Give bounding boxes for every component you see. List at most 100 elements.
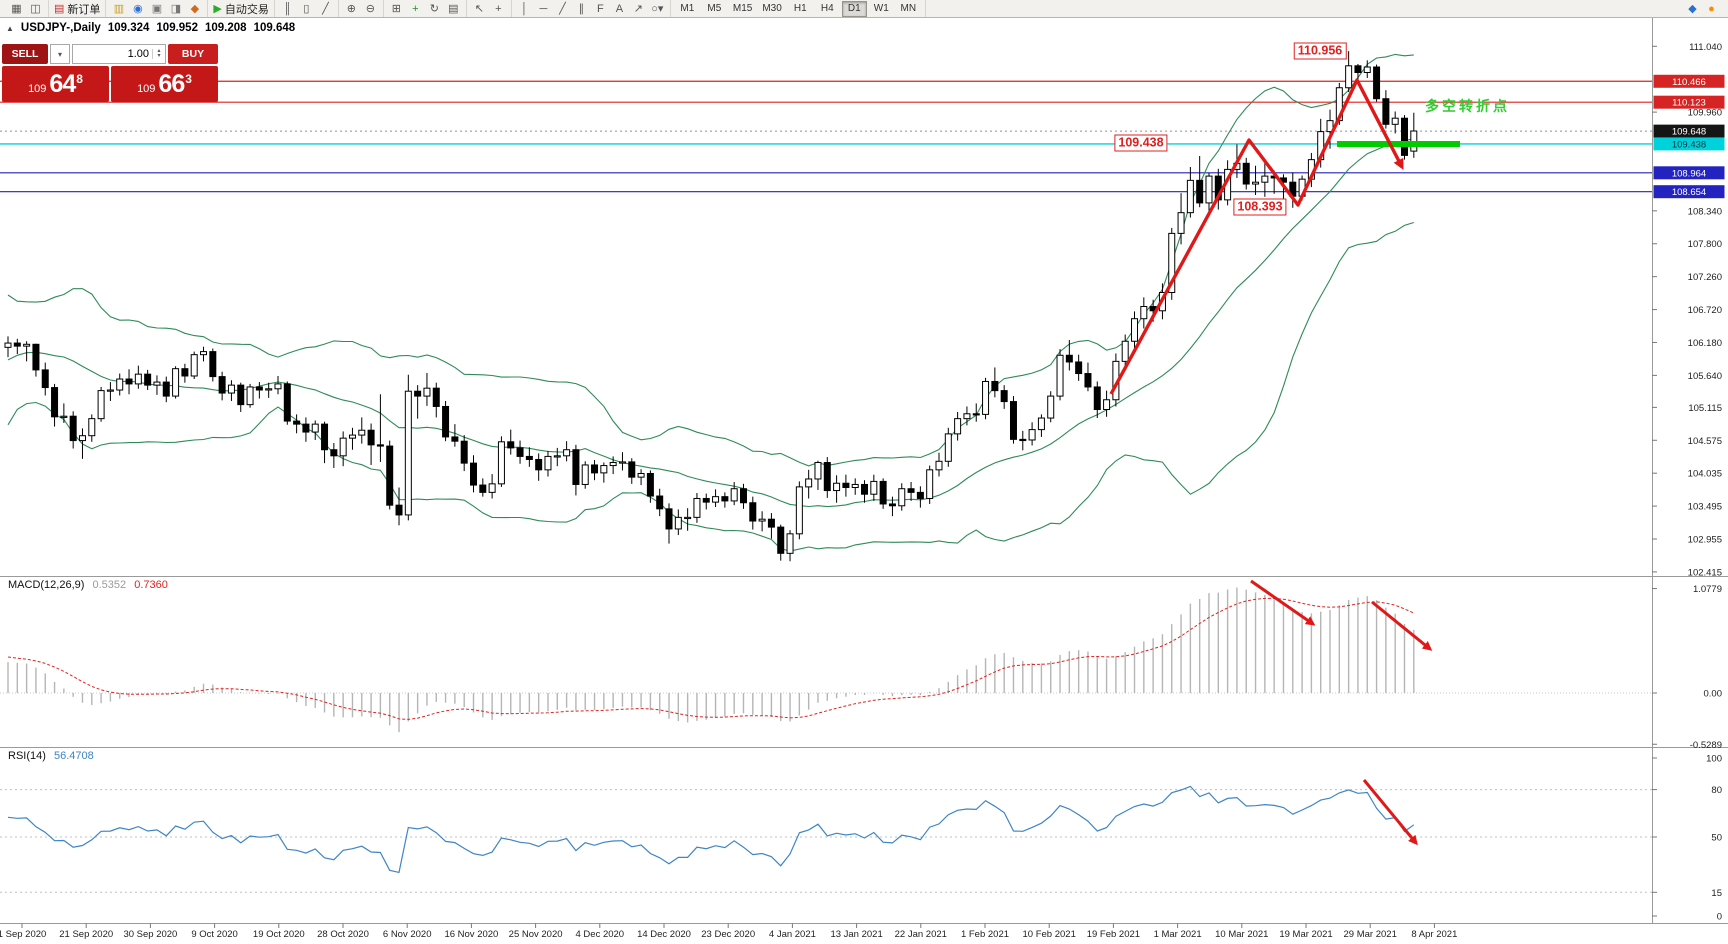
date-label: 10 Feb 2021 <box>1023 929 1076 940</box>
shapes-icon[interactable]: ○▾ <box>651 3 664 15</box>
price-tag-110.466 <box>1653 74 1725 88</box>
arrow-tool-icon[interactable]: ↗ <box>633 3 643 15</box>
volume-dropdown[interactable]: ▾ <box>50 44 70 64</box>
macd-down-arrow-1[interactable] <box>1250 579 1316 626</box>
price-tag-label-110.466: 110.466 <box>1672 77 1706 88</box>
community-icon[interactable]: ● <box>1708 2 1715 15</box>
timeframe-d1[interactable]: D1 <box>841 0 867 17</box>
date-label: 4 Jan 2021 <box>769 929 816 940</box>
macd-signal-line <box>7 597 1415 720</box>
price-tick-102.415: 102.415 <box>1688 567 1722 578</box>
macd-tick--0.5289: -0.5289 <box>1690 740 1722 751</box>
price-tag-label-109.648: 109.648 <box>1672 127 1706 138</box>
price-tag-109.438 <box>1653 137 1725 151</box>
rsi-indicator-label: RSI(14) 56.4708 <box>8 750 94 762</box>
date-label: 10 Mar 2021 <box>1215 929 1268 940</box>
one-click-trading-panel: SELL ▾ 1.00 ▴ ▾ BUY 109 64 8 109 66 3 <box>2 44 218 102</box>
timeframe-m1[interactable]: M1 <box>680 3 695 14</box>
toolbar-group: ║ ▯ ╱ <box>275 0 339 17</box>
line-chart-icon[interactable]: ╱ <box>322 3 329 15</box>
date-label: 29 Mar 2021 <box>1344 929 1397 940</box>
rsi-tick-100: 100 <box>1706 754 1722 765</box>
toolbar-group: ▥ ◉ ▣ ◨ ◆ <box>106 0 209 17</box>
collapse-trade-panel-icon[interactable]: ▲ <box>6 23 14 33</box>
toolbar-group: ▶ 自动交易 <box>208 0 275 17</box>
zoom-out-icon[interactable]: ⊖ <box>365 3 375 15</box>
quote-info-bar: ▲ USDJPY-,Daily 109.324 109.952 109.208 … <box>6 22 295 34</box>
cycles-icon[interactable]: ↻ <box>429 3 439 15</box>
fibonacci-icon[interactable]: F <box>597 2 604 15</box>
help-icon[interactable]: ◆ <box>1688 3 1697 15</box>
auto-trading-button[interactable]: ▶ 自动交易 <box>213 3 269 16</box>
navigator-icon[interactable]: ▣ <box>151 3 163 15</box>
timeframe-m15[interactable]: M15 <box>732 3 753 14</box>
ohlc-open-value: 109.324 <box>107 22 150 34</box>
macd-histogram <box>7 587 1415 733</box>
timeframe-m5[interactable]: M5 <box>707 3 722 14</box>
rsi-value: 56.4708 <box>53 750 94 762</box>
stepper-down-icon[interactable]: ▾ <box>157 53 161 59</box>
macd-name: MACD(12,26,9) <box>8 579 85 591</box>
candlestick-chart-icon[interactable]: ▯ <box>303 3 310 15</box>
timeframe-h4[interactable]: H4 <box>820 3 834 14</box>
strategy-tester-icon[interactable]: ◆ <box>190 3 200 15</box>
text-icon[interactable]: A <box>615 2 624 15</box>
timeframe-w1[interactable]: W1 <box>873 3 889 14</box>
sell-price-button[interactable]: 109 64 8 <box>2 66 109 102</box>
rsi-line <box>7 785 1415 874</box>
volume-stepper[interactable]: ▴ ▾ <box>152 48 165 59</box>
date-label: 6 Nov 2020 <box>383 929 432 940</box>
toolbar-group: ▤ 新订单 <box>49 0 107 17</box>
new-order-button[interactable]: ▤ 新订单 <box>54 3 101 16</box>
trend-zigzag-arrow[interactable] <box>1109 78 1404 395</box>
price-tick-108.340: 108.340 <box>1688 206 1722 217</box>
macd-down-arrow-2[interactable] <box>1371 600 1433 651</box>
indicators-icon[interactable]: + <box>412 2 419 15</box>
channel-icon[interactable]: ∥ <box>578 3 585 15</box>
rsi-down-arrow[interactable] <box>1362 779 1418 846</box>
market-watch-icon[interactable]: ▥ <box>113 3 125 15</box>
trendline-icon[interactable]: ╱ <box>559 3 566 15</box>
chart-profiles-icon[interactable]: ◫ <box>30 3 41 15</box>
date-label: 4 Dec 2020 <box>576 929 625 940</box>
ohlc-low-value: 109.208 <box>204 22 247 34</box>
cursor-icon[interactable]: ↖ <box>474 3 484 15</box>
rsi-name: RSI(14) <box>8 750 46 762</box>
support-zone-bar[interactable] <box>1337 141 1460 147</box>
sell-button[interactable]: SELL <box>2 44 48 64</box>
bar-chart-icon[interactable]: ║ <box>283 2 292 15</box>
terminal-icon[interactable]: ◨ <box>170 3 182 15</box>
data-window-icon[interactable]: ◉ <box>133 3 143 15</box>
date-label: 8 Apr 2021 <box>1411 929 1457 940</box>
price-annotation-110.956[interactable]: 110.956 <box>1293 42 1347 60</box>
tile-windows-icon[interactable]: ⊞ <box>391 3 401 15</box>
price-annotation-108.393[interactable]: 108.393 <box>1233 198 1287 216</box>
date-label: 1 Mar 2021 <box>1154 929 1202 940</box>
toolbar-group: ⊞ + ↻ ▤ <box>384 0 467 17</box>
vertical-line-icon[interactable]: │ <box>520 2 528 15</box>
stepper-up-icon[interactable]: ▴ <box>157 48 161 54</box>
timeframe-h1[interactable]: H1 <box>793 3 807 14</box>
price-annotation-109.438[interactable]: 109.438 <box>1114 134 1168 152</box>
timeframe-mn[interactable]: MN <box>900 3 917 14</box>
price-tick-106.180: 106.180 <box>1688 338 1722 349</box>
macd-main-value: 0.5352 <box>92 579 127 591</box>
new-chart-icon[interactable]: ▦ <box>11 3 22 15</box>
turning-point-note[interactable]: 多空转折点 <box>1425 98 1510 114</box>
price-tick-102.955: 102.955 <box>1688 534 1722 545</box>
volume-field[interactable]: 1.00 ▴ ▾ <box>72 44 166 64</box>
toolbar-right-group: ◆ ● <box>1680 0 1724 17</box>
crosshair-icon[interactable]: + <box>495 2 502 15</box>
macd-tick-0.00: 0.00 <box>1704 689 1723 700</box>
buy-button[interactable]: BUY <box>168 44 218 64</box>
templates-icon[interactable]: ▤ <box>448 3 459 15</box>
sell-price-sup: 8 <box>76 71 83 86</box>
timeframe-m30[interactable]: M30 <box>762 3 782 14</box>
toolbar-group: ▦ ◫ <box>4 0 49 17</box>
zoom-in-icon[interactable]: ⊕ <box>346 3 356 15</box>
rsi-tick-15: 15 <box>1711 888 1722 899</box>
horizontal-line-icon[interactable]: ─ <box>539 2 548 15</box>
buy-price-button[interactable]: 109 66 3 <box>111 66 218 102</box>
